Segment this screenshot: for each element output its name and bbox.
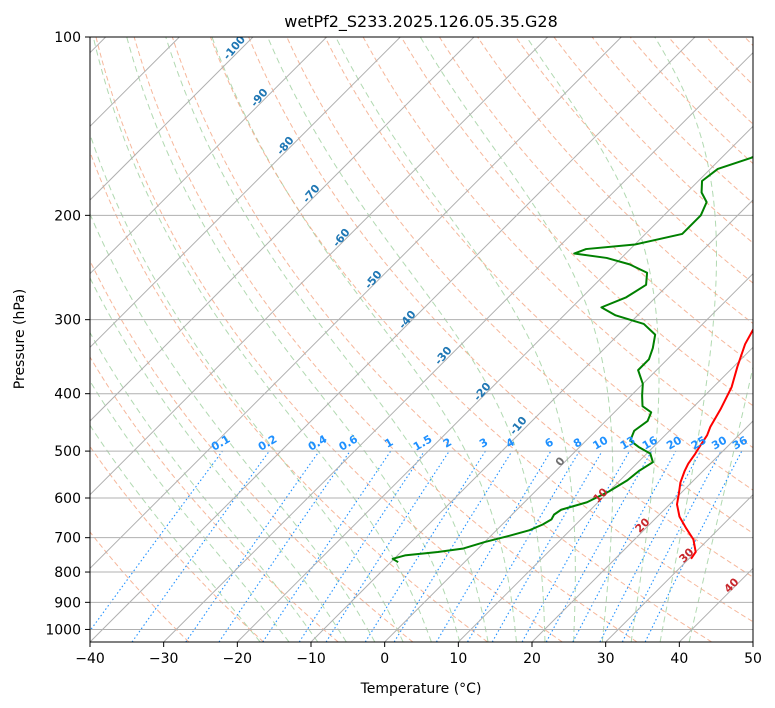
isotherm-line [163, 51, 753, 642]
profile-series [391, 155, 753, 564]
isotherm-line [457, 346, 753, 642]
isotherm-line [90, 37, 549, 496]
x-tick-label: 50 [744, 651, 762, 667]
mixing-ratio-line [521, 450, 630, 642]
x-tick-label: 0 [380, 651, 389, 667]
y-axis-label: Pressure (hPa) [12, 289, 28, 389]
y-tick-label: 800 [54, 565, 81, 581]
isotherm-line [605, 493, 753, 642]
dry-adiabat-line [553, 37, 753, 244]
dry-adiabat-line [286, 37, 753, 534]
isotherm-line [90, 37, 328, 275]
x-tick-label: 30 [597, 651, 615, 667]
y-tick-label: 400 [54, 387, 81, 403]
mixing-ratio-line [572, 450, 677, 642]
mixing-ratio-line [467, 450, 580, 642]
y-tick-label: 700 [54, 531, 81, 547]
x-axis-label: Temperature (°C) [360, 681, 482, 697]
isotherm-line [236, 125, 753, 642]
dry-adiabat-line [90, 356, 339, 642]
y-tick-label: 300 [54, 313, 81, 329]
x-tick-label: −10 [296, 651, 326, 667]
plot-area: 0.1 0.2 0.4 0.6 1 1.5 2 3 4 6 8 10 13 16 20 25 30 36-100-… [90, 37, 753, 642]
isotherm-line [90, 37, 696, 642]
moist-adiabat-line [90, 331, 319, 642]
x-tick-label: 20 [523, 651, 541, 667]
dry-adiabat-line [439, 37, 753, 366]
dry-adiabat-line [591, 37, 753, 204]
y-tick-label: 1000 [45, 622, 81, 638]
mixing-ratio-line [185, 450, 320, 642]
y-tick-label: 900 [54, 595, 81, 611]
mixing-ratio-line [393, 450, 513, 642]
x-tick-label: −40 [75, 651, 105, 667]
dry-adiabat-line [210, 37, 753, 623]
profile-line [676, 327, 753, 560]
isotherm-line [310, 199, 753, 642]
y-tick-label: 200 [54, 208, 81, 224]
dry-adiabat-line [133, 37, 638, 642]
x-tick-label: 40 [670, 651, 688, 667]
profile-line [391, 155, 753, 564]
mixing-ratio-line [364, 450, 486, 642]
y-tick-label: 100 [54, 30, 81, 46]
x-axis: −40 −30 −20 −10 0 10 20 30 40 50 [75, 642, 762, 667]
dry-adiabat-line [90, 259, 414, 642]
moist-adiabat-line [92, 37, 432, 642]
mixing-ratio-line [131, 450, 270, 642]
isotherm-line [90, 37, 622, 570]
dry-adiabat-line [400, 37, 753, 407]
isotherm-line [90, 37, 475, 422]
dry-adiabat-line [90, 531, 190, 642]
x-tick-label: −30 [149, 651, 179, 667]
mixing-ratio-line [90, 450, 223, 632]
x-tick-label: 10 [449, 651, 467, 667]
isotherm-line [531, 420, 753, 642]
mixing-ratio-line [491, 450, 603, 642]
dry-adiabat-line [248, 37, 753, 578]
isobar-gridlines [90, 37, 753, 630]
dry-adiabat-line [171, 37, 712, 642]
chart-title: wetPf2_S233.2025.126.05.35.G28 [284, 12, 558, 32]
mixing-ratio-line [435, 450, 552, 642]
dry-adiabat-line [477, 37, 753, 325]
y-tick-label: 500 [54, 444, 81, 460]
isotherm-line [90, 37, 401, 349]
y-tick-label: 600 [54, 491, 81, 507]
plot-frame [89, 36, 754, 643]
dry-adiabat-line [95, 37, 563, 642]
y-axis: 100 200 300 400 500 600 700 800 900 1000 [45, 30, 90, 638]
mixing-ratio-lines [90, 450, 743, 642]
mixing-ratio-line [218, 450, 351, 642]
dry-adiabat-line [324, 37, 753, 491]
isotherm-line [90, 37, 254, 201]
dry-adiabat-line [90, 150, 488, 642]
x-tick-label: −20 [223, 651, 253, 667]
mixing-ratio-line [325, 450, 450, 642]
